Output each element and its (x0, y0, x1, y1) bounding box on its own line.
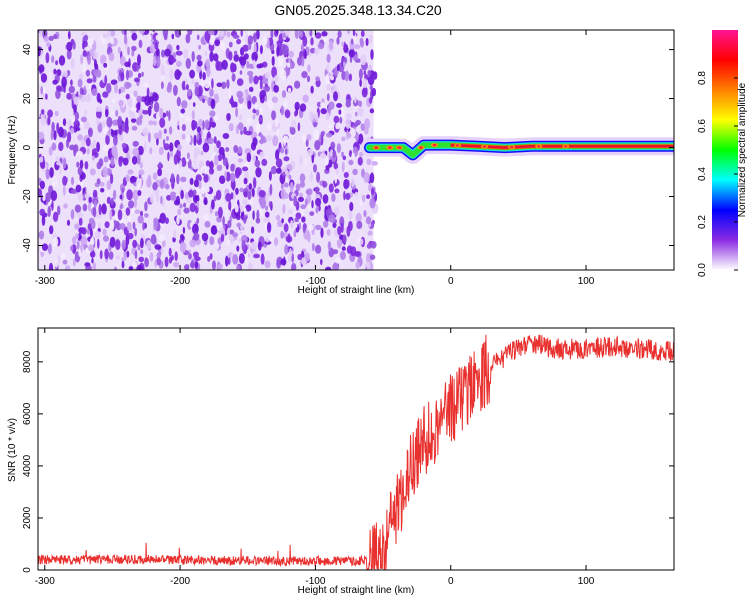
y-tick-label: 40 (22, 44, 33, 56)
spectrogram-heatmap (38, 30, 674, 270)
spectrogram-x-label: Height of straight line (km) (298, 285, 415, 296)
peak-core (536, 145, 541, 148)
y-tick-label: 0 (22, 567, 33, 573)
x-tick-label: -200 (170, 276, 190, 287)
snr-frame (37, 327, 675, 571)
snr-line (38, 334, 674, 570)
spectrogram-y-label: Frequency (Hz) (7, 116, 18, 185)
colorbar-tick-label: 0.4 (697, 167, 708, 181)
y-tick-label: 4000 (22, 454, 33, 477)
y-tick-label: 2000 (22, 506, 33, 529)
colorbar-tick-label: 0.6 (697, 119, 708, 133)
snr-series (38, 334, 674, 570)
noise-speckles (38, 30, 379, 270)
snr-y-label: SNR (10 * v/v) (7, 418, 18, 482)
peak-core (432, 143, 437, 147)
y-tick-label: 20 (22, 93, 33, 105)
snr-y-ticks: 0 2000 4000 6000 8000 (22, 350, 674, 573)
peak-core (455, 144, 460, 147)
x-tick-label: -200 (170, 576, 190, 587)
figure-title: GN05.2025.348.13.34.C20 (274, 2, 442, 18)
peak-core (482, 145, 487, 148)
x-tick-label: -100 (305, 276, 325, 287)
signal-band-core (450, 143, 674, 149)
colorbar: 0.0 0.2 0.4 0.6 0.8 Normalized spectral ampl… (697, 30, 748, 277)
x-tick-label: -300 (35, 576, 55, 587)
colorbar-tick-label: 0.8 (697, 71, 708, 85)
x-tick-label: -300 (35, 276, 55, 287)
spectrogram-y-ticks: -40 -20 0 20 40 (22, 44, 674, 253)
snr-x-ticks: -300 -200 -100 0 100 (35, 328, 595, 587)
signal-band (360, 136, 674, 164)
y-tick-label: -20 (22, 189, 33, 204)
snr-x-label: Height of straight line (km) (298, 585, 415, 596)
y-tick-label: 8000 (22, 350, 33, 373)
y-tick-label: 6000 (22, 402, 33, 425)
x-tick-label: 0 (448, 276, 454, 287)
colorbar-label: Normalized spectral amplitude (737, 82, 748, 217)
colorbar-tick-label: 0.2 (697, 215, 708, 229)
signal-band-peaks (372, 143, 570, 150)
colorbar-tick-label: 0.0 (697, 263, 708, 277)
colorbar-scale (712, 30, 738, 270)
peak-core (563, 145, 568, 148)
y-tick-label: -40 (22, 238, 33, 253)
x-tick-label: 100 (578, 576, 595, 587)
peak-core (388, 146, 392, 149)
peak-core (419, 146, 423, 149)
spectrogram-x-ticks: -300 -200 -100 0 100 (35, 30, 595, 287)
peak-core (509, 146, 514, 149)
x-tick-label: 0 (448, 576, 454, 587)
x-tick-label: -100 (305, 576, 325, 587)
peak-core (397, 146, 402, 149)
peak-core (374, 146, 379, 149)
y-tick-label: 0 (22, 144, 33, 150)
spectrogram-frame (37, 29, 675, 271)
colorbar-ticks: 0.0 0.2 0.4 0.6 0.8 (697, 71, 738, 277)
x-tick-label: 100 (578, 276, 595, 287)
